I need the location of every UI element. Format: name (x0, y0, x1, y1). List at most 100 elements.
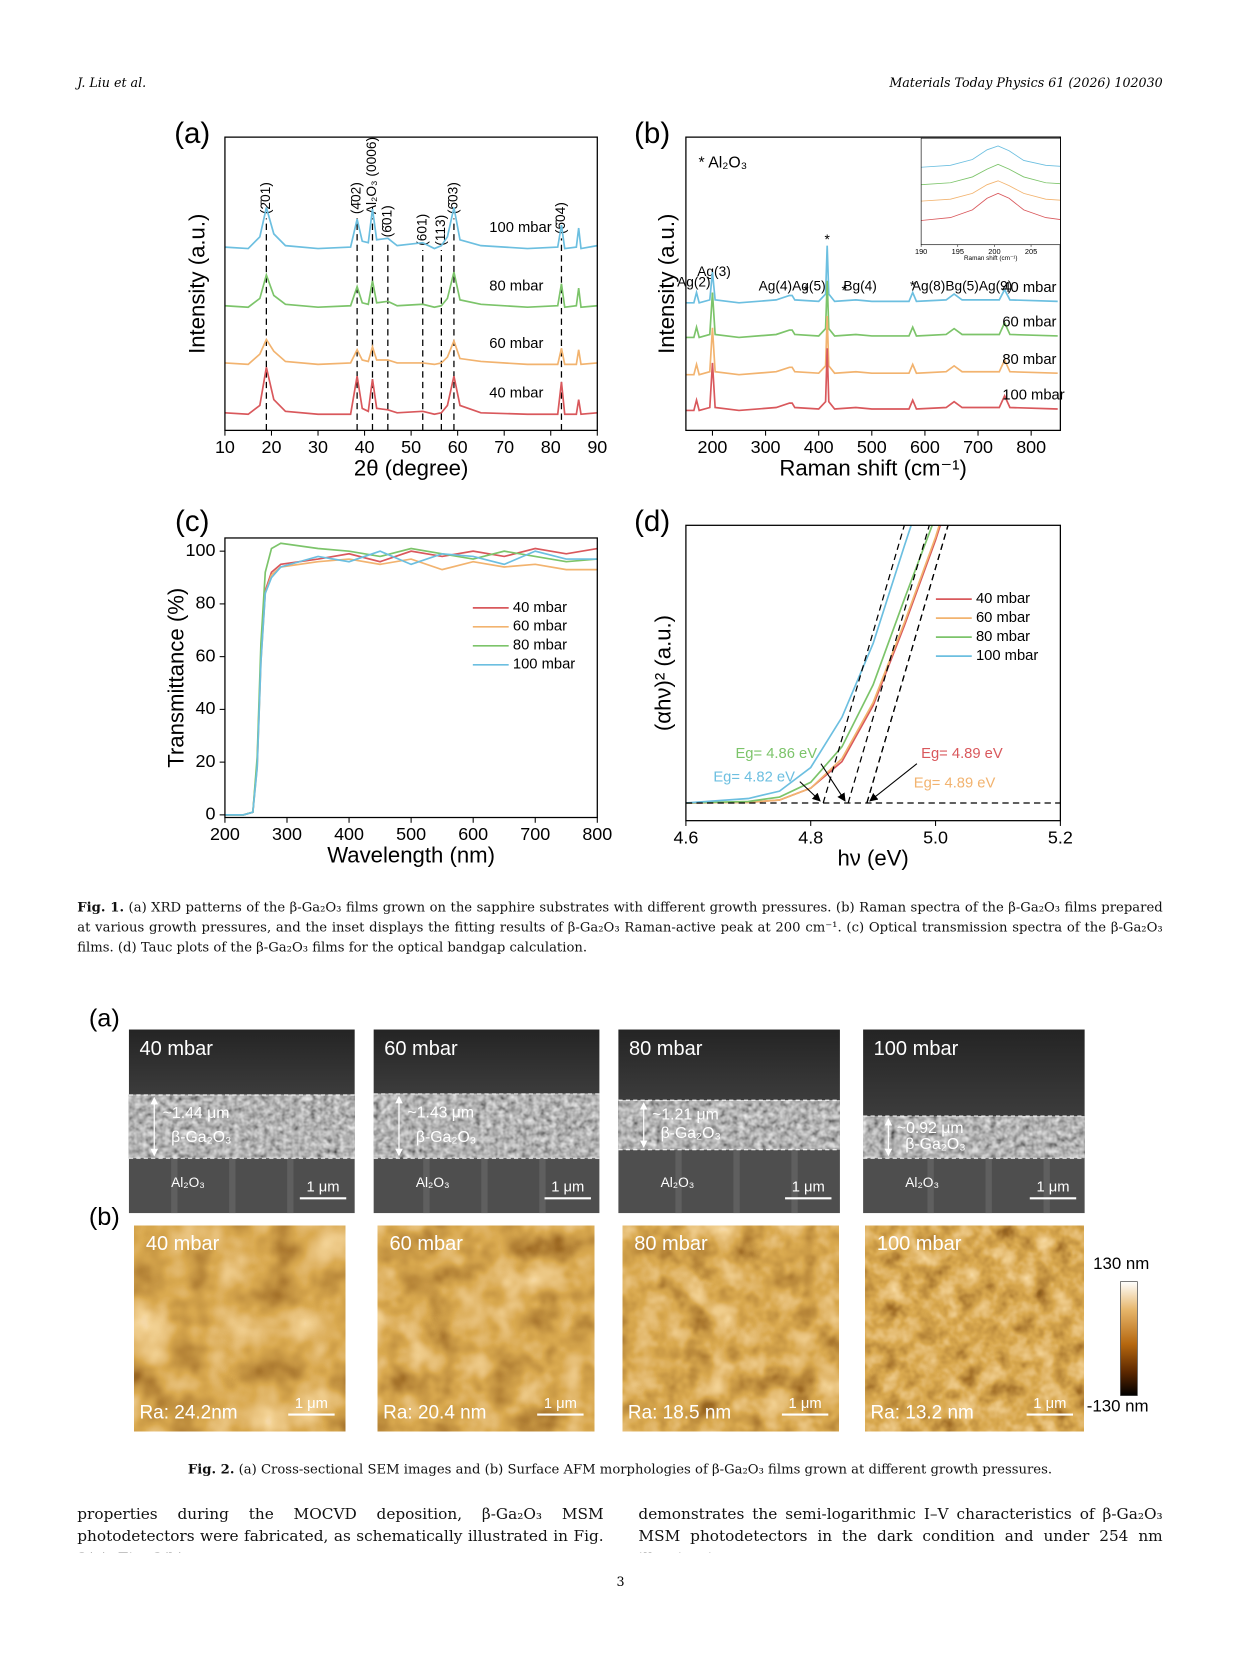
afm-roughness: Ra: 20.4 nm (383, 1403, 486, 1424)
afm-pressure: 100 mbar (877, 1233, 962, 1255)
substrate-streak (481, 1158, 488, 1214)
x-tick-label: 700 (520, 824, 550, 844)
series-line (224, 207, 598, 250)
peak-label: (2̄01) (258, 182, 273, 214)
legend-label: 100 mbar (513, 657, 575, 673)
legend-label: 40 mbar (976, 591, 1030, 607)
sem-thickness: ~1.21 μm (652, 1106, 719, 1123)
sem-thickness: ~1.44 μm (163, 1105, 230, 1122)
plot-frame (685, 136, 1062, 432)
chart-panel: 200 300 400 500 600 700 800 (b) Raman shift (cm⁻… (634, 117, 1065, 480)
panel-title: (b) (634, 117, 670, 150)
peak-label: Al₂O₃ (0006) (364, 137, 379, 214)
y-tick-label: 100 (186, 540, 216, 560)
mode-label: Bg(4) (843, 279, 877, 294)
mode-label: Ag(4)Ag(5) (759, 279, 826, 294)
chart-panel: 4.6 4.8 5.0 5.2 (d) hν (eV) (αhν)² (a.u.) 40 mb… (634, 505, 1073, 871)
sem-substrate-label: Al₂O₃ (171, 1175, 205, 1190)
x-tick-label: 80 (541, 437, 561, 457)
legend-label: 80 mbar (976, 629, 1030, 645)
substrate-streak (539, 1158, 546, 1214)
sem-pressure: 80 mbar (629, 1038, 703, 1060)
afm-image: 60 mbar Ra: 20.4 nm 1 μm (377, 1225, 595, 1432)
sem-image: 40 mbar ~1.44 μm β-Ga₂O₃ Al₂O₃ 1 μm (128, 1029, 355, 1214)
sem-substrate (128, 1158, 355, 1214)
afm-image: 100 mbar Ra: 13.2 nm 1 μm (865, 1225, 1084, 1432)
plot-frame (224, 537, 598, 819)
y-tick-label: 40 (196, 698, 216, 718)
x-tick-label: 200 (210, 824, 240, 844)
body-column-right: demonstrates the semi-logarithmic I–V ch… (638, 1506, 1162, 1552)
x-axis-label: Raman shift (cm⁻¹) (779, 455, 967, 480)
peak-label: (6̄04) (553, 202, 568, 234)
sem-pressure: 100 mbar (874, 1038, 959, 1060)
colorbar (1120, 1281, 1138, 1396)
x-tick-label: 400 (804, 437, 834, 457)
caption-label: Fig. 2. (187, 1460, 235, 1477)
sem-substrate-label: Al₂O₃ (905, 1175, 939, 1190)
substrate-streak (733, 1149, 740, 1214)
sem-film (863, 1116, 1085, 1159)
x-tick-label: 4.8 (798, 827, 823, 847)
plot-frame (224, 136, 598, 432)
sem-film-label: β-Ga₂O₃ (905, 1136, 965, 1153)
substrate-streak (1043, 1158, 1050, 1214)
x-tick-label: 10 (215, 437, 235, 457)
mode-label: * (910, 279, 916, 294)
x-tick-label: 500 (396, 824, 426, 844)
legend-label: 60 mbar (1002, 315, 1056, 331)
colorbar-min: -130 nm (1087, 1397, 1149, 1416)
x-tick-label: 200 (698, 437, 728, 457)
scale-label: 1 μm (792, 1180, 825, 1196)
afm-map (865, 1225, 1084, 1432)
substrate-streak (791, 1149, 798, 1214)
x-tick-label: 30 (308, 437, 328, 457)
paragraph: properties during the MOCVD deposition, … (77, 1506, 604, 1552)
y-tick-label: 0 (205, 804, 215, 824)
panel-title: (d) (634, 505, 670, 538)
sem-film-label: β-Ga₂O₃ (661, 1125, 721, 1142)
substrate-streak (287, 1158, 294, 1214)
sem-background (618, 1029, 840, 1101)
legend-label: 60 mbar (976, 610, 1030, 626)
series-line (224, 337, 598, 366)
x-tick-label: 5.2 (1048, 827, 1073, 847)
x-axis-label: Raman shift (cm⁻¹) (964, 255, 1018, 262)
legend-label: 60 mbar (513, 619, 567, 635)
substrate-streak (927, 1158, 934, 1214)
bandgap-label: Eg= 4.89 eV (921, 746, 1003, 762)
sem-background (373, 1029, 600, 1094)
peak-label: (6̄03) (446, 182, 461, 214)
x-tick-label: 70 (494, 437, 514, 457)
plot-background (224, 537, 598, 818)
tangent-line (866, 525, 949, 804)
sem-substrate (618, 1149, 840, 1214)
scale-label: 1 μm (544, 1396, 577, 1412)
scale-label: 1 μm (789, 1396, 822, 1412)
legend-label: 40 mbar (513, 600, 567, 616)
figure-2-caption: Fig. 2. (a) Cross-sectional SEM images a… (187, 1460, 1053, 1477)
caption-text: (a) Cross-sectional SEM images and (b) S… (238, 1460, 1053, 1477)
panel-title: (a) (174, 117, 210, 150)
chart-panel: 200 300 400 500 600 700 800 0 20 40 60 80 100(c) Wave… (163, 505, 612, 867)
running-author: J. Liu et al. (74, 75, 146, 90)
legend-label: 80 mbar (513, 638, 567, 654)
sem-background (128, 1029, 355, 1095)
series-line (224, 550, 598, 816)
substrate-streak (229, 1158, 236, 1214)
chart-panel: 10 20 30 40 50 60 70 80 90 (a) 2θ (degree) Intensit… (174, 117, 607, 480)
sem-image: 80 mbar ~1.21 μm β-Ga₂O₃ Al₂O₃ 1 μm (618, 1029, 840, 1214)
series-line (685, 525, 941, 804)
mode-label: Ag(3) (697, 264, 731, 279)
legend-label: 100 mbar (489, 220, 551, 236)
series-line (685, 525, 913, 804)
x-tick-label: 300 (272, 824, 302, 844)
afm-map (134, 1225, 346, 1432)
peak-label: (6̄01) (379, 205, 394, 237)
sem-pressure: 60 mbar (384, 1038, 458, 1060)
y-axis-label: Intensity (a.u.) (184, 214, 209, 354)
legend-label: 100 mbar (976, 648, 1038, 664)
x-tick-label: 190 (915, 247, 927, 256)
x-tick-label: 600 (910, 437, 940, 457)
afm-roughness: Ra: 18.5 nm (628, 1403, 731, 1424)
